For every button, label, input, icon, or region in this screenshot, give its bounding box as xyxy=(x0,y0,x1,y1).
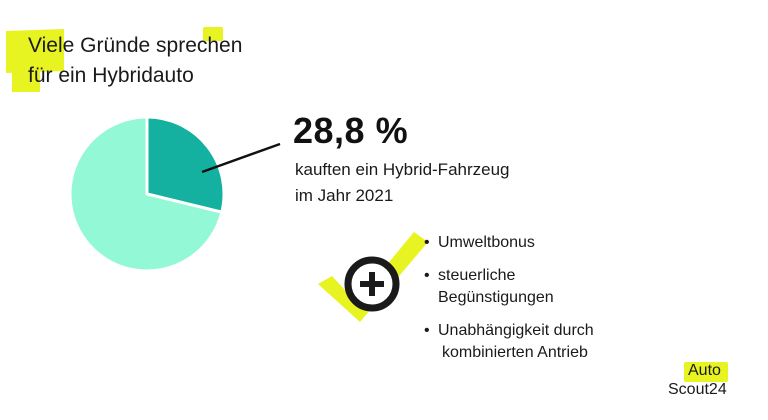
benefit-text: Umweltbonus xyxy=(438,234,535,251)
logo-line-2: Scout24 xyxy=(668,381,727,398)
benefit-item: Umweltbonus xyxy=(424,232,628,254)
pie-callout-line xyxy=(201,142,281,174)
logo-line-1: Auto xyxy=(688,362,721,379)
pie-slice-1 xyxy=(68,115,224,273)
pie-slices xyxy=(68,115,226,273)
benefit-item: steuerliche Begünstigungen xyxy=(424,265,628,309)
pie-slice-0 xyxy=(145,115,226,214)
benefits-list: Umweltbonus steuerliche Begünstigungen U… xyxy=(424,232,628,375)
stat-caption-line-2: im Jahr 2021 xyxy=(295,186,394,205)
plus-circle-icon xyxy=(318,232,428,322)
checkmark-highlight xyxy=(318,232,428,322)
headline-highlight-mark xyxy=(203,27,223,41)
benefit-text: steuerliche Begünstigungen xyxy=(438,267,554,306)
plus-bar-vertical xyxy=(369,272,375,296)
stat-caption-line-1: kauften ein Hybrid-Fahrzeug xyxy=(295,160,510,179)
autoscout24-logo: Auto Scout24 xyxy=(668,362,738,402)
benefit-text-continued: kombinierten Antrieb xyxy=(442,344,588,361)
benefit-item: Unabhängigkeit durch kombinierten Antrie… xyxy=(424,320,628,364)
stat-caption: kauften ein Hybrid-Fahrzeug im Jahr 2021 xyxy=(295,157,510,209)
headline-highlight-mark xyxy=(12,70,40,92)
benefit-text: Unabhängigkeit durch xyxy=(438,322,594,339)
headline-block: Viele Gründe sprechen für ein Hybridauto xyxy=(0,0,300,100)
headline-line-1: Viele Gründe sprechen xyxy=(28,34,243,57)
headline-line-2: für ein Hybridauto xyxy=(28,64,194,87)
headline: Viele Gründe sprechen für ein Hybridauto xyxy=(28,31,242,91)
logo-highlight xyxy=(684,362,728,382)
stat-value: 28,8 % xyxy=(293,110,409,151)
